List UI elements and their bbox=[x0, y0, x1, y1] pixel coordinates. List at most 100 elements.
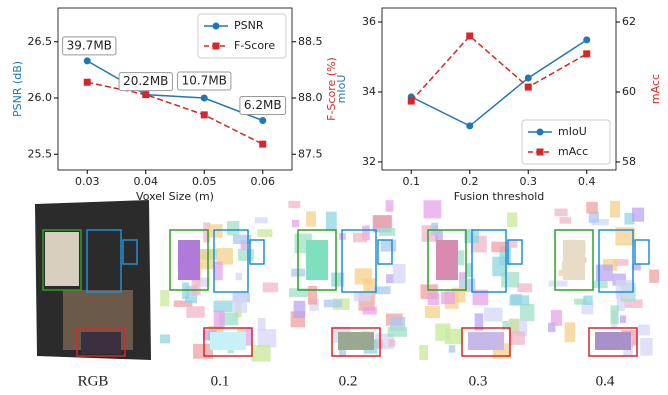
point-blob bbox=[631, 207, 645, 222]
point-blob bbox=[353, 291, 372, 302]
legend-label: F-Score bbox=[234, 39, 275, 52]
marker bbox=[524, 74, 532, 82]
red-box bbox=[76, 327, 126, 357]
object-couch bbox=[468, 332, 504, 350]
panel-caption: 0.3 bbox=[469, 373, 488, 389]
point-blob bbox=[609, 200, 621, 218]
y-tick-label: 25.5 bbox=[28, 147, 53, 160]
point-blob bbox=[517, 283, 533, 293]
point-blob bbox=[519, 303, 535, 322]
point-blob bbox=[474, 313, 484, 331]
point-blob bbox=[251, 344, 271, 362]
marker bbox=[259, 140, 267, 148]
marker bbox=[83, 57, 91, 65]
annotation-box bbox=[177, 71, 232, 91]
point-blob bbox=[581, 301, 594, 315]
point-blob bbox=[262, 282, 279, 293]
marker bbox=[524, 83, 532, 91]
point-blob bbox=[459, 272, 467, 280]
point-blob bbox=[195, 277, 210, 287]
point-blob bbox=[559, 217, 572, 224]
point-blob bbox=[392, 263, 406, 284]
marker bbox=[83, 78, 91, 86]
point-blob bbox=[423, 200, 442, 219]
blue-box bbox=[471, 229, 507, 293]
annotation: 39.7MB bbox=[67, 38, 112, 52]
blue-box-small bbox=[249, 239, 265, 265]
marker bbox=[200, 111, 208, 119]
plot-frame bbox=[57, 7, 293, 171]
y-tick-label: 26.5 bbox=[28, 35, 53, 48]
point-blob bbox=[499, 246, 512, 266]
point-blob bbox=[484, 307, 503, 322]
point-blob bbox=[331, 272, 345, 287]
object-bed bbox=[178, 240, 200, 280]
legend-box bbox=[521, 119, 611, 165]
x-axis-label: Fusion threshold bbox=[454, 190, 545, 203]
point-blob bbox=[588, 211, 599, 223]
marker bbox=[200, 94, 208, 102]
point-blob bbox=[374, 286, 391, 295]
point-blob bbox=[338, 345, 347, 357]
object-couch bbox=[595, 332, 631, 350]
point-blob bbox=[508, 331, 525, 345]
point-blob bbox=[441, 291, 456, 305]
x-tick-label: 0.03 bbox=[75, 175, 100, 188]
point-blob bbox=[386, 274, 394, 284]
green-box bbox=[297, 229, 337, 291]
point-blob bbox=[186, 306, 205, 318]
point-blob bbox=[307, 286, 318, 305]
point-blob bbox=[378, 227, 396, 236]
point-blob bbox=[419, 345, 429, 361]
point-blob bbox=[548, 322, 556, 333]
rgb-bed bbox=[45, 232, 79, 286]
x-tick-label: 0.06 bbox=[251, 175, 276, 188]
point-blob bbox=[184, 296, 197, 304]
legend-marker bbox=[536, 148, 544, 156]
point-blob bbox=[586, 201, 598, 214]
y2-axis-label: mAcc bbox=[649, 74, 662, 104]
panel bbox=[288, 200, 408, 357]
point-blob bbox=[591, 218, 609, 226]
point-blob bbox=[427, 292, 440, 306]
point-blob bbox=[237, 248, 255, 261]
object-couch bbox=[210, 332, 246, 350]
legend-marker bbox=[212, 22, 220, 30]
legend-label: PSNR bbox=[234, 19, 264, 32]
y-tick-label: 26.0 bbox=[28, 91, 53, 104]
point-blob bbox=[448, 345, 456, 353]
legend-marker bbox=[536, 128, 544, 136]
point-blob bbox=[550, 310, 562, 326]
point-blob bbox=[455, 250, 465, 266]
point-blob bbox=[616, 292, 625, 312]
point-blob bbox=[615, 227, 635, 246]
point-blob bbox=[353, 232, 368, 243]
point-blob bbox=[592, 280, 608, 288]
y-axis-label: PSNR (dB) bbox=[11, 61, 24, 117]
point-blob bbox=[613, 259, 629, 266]
red-box bbox=[461, 327, 511, 357]
point-blob bbox=[160, 334, 171, 344]
point-blob bbox=[502, 321, 509, 331]
point-blob bbox=[198, 250, 215, 270]
object-bed bbox=[436, 240, 458, 280]
point-blob bbox=[491, 241, 508, 253]
point-blob bbox=[509, 295, 530, 306]
marker bbox=[583, 50, 591, 58]
series-line bbox=[86, 60, 264, 122]
marker bbox=[466, 32, 474, 40]
panel bbox=[35, 200, 151, 360]
marker bbox=[583, 36, 591, 44]
red-box bbox=[588, 327, 638, 357]
rgb-couch bbox=[81, 332, 121, 354]
panel-caption: 0.4 bbox=[596, 373, 615, 389]
point-blob bbox=[191, 279, 201, 296]
green-box bbox=[42, 229, 82, 291]
point-blob bbox=[213, 310, 225, 328]
point-blob bbox=[244, 328, 252, 346]
annotation-box bbox=[118, 72, 173, 92]
point-blob bbox=[435, 230, 443, 242]
point-blob bbox=[373, 215, 393, 229]
plot-frame bbox=[381, 7, 617, 171]
point-blob bbox=[649, 269, 660, 283]
